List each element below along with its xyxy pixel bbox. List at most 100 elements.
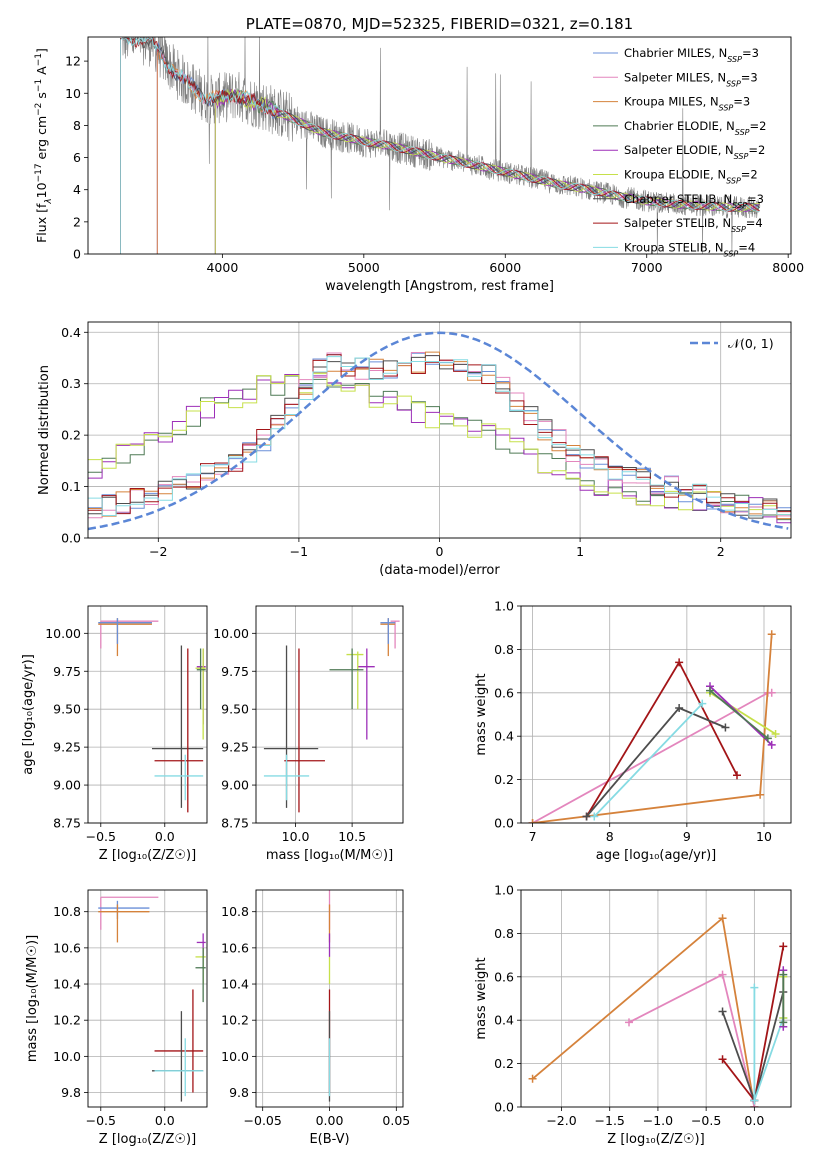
weight-marker <box>779 942 788 951</box>
y-tick-label: 0.3 <box>61 376 81 391</box>
weight-marker <box>779 1018 788 1027</box>
x-axis-label: Z [log₁₀(Z/Z☉)] <box>99 1132 196 1147</box>
weight-marker <box>590 812 599 821</box>
weight-marker <box>718 1055 727 1064</box>
axes-frame <box>255 889 404 1108</box>
x-tick-label: −1.0 <box>643 1113 673 1128</box>
axes-frame <box>87 321 792 539</box>
x-axis-label: (data-model)/error <box>379 563 500 578</box>
legend-sub: SSP <box>724 249 739 258</box>
plot-area-weight-vs-Z <box>528 914 788 1107</box>
legend-sub: SSP <box>732 200 747 209</box>
weight-marker <box>721 723 730 732</box>
legend-suffix: =4 <box>746 216 763 230</box>
plot-area-spectrum <box>120 37 761 254</box>
y-tick-label: 0.0 <box>494 816 514 831</box>
axes-frame <box>255 605 404 824</box>
legend-label: Salpeter MILES, N <box>624 70 726 84</box>
legend-suffix: =3 <box>733 95 750 109</box>
x-tick-label: 6000 <box>489 260 521 275</box>
legend-sub: SSP <box>726 176 741 185</box>
x-tick-label: 2 <box>717 544 725 559</box>
chart-age-vs-Z: −0.5 0.0 8.75 9.00 9.25 9.50 9.75 10.00 Z [log₁₀… <box>21 605 208 863</box>
y-axis-label: mass weight <box>474 957 489 1039</box>
weight-marker <box>750 1096 759 1105</box>
x-tick-label: 10 <box>756 829 772 844</box>
weight-marker <box>625 1018 633 1027</box>
chart-ebv: −0.05 0.00 0.05 9.8 10.0 10.2 10.4 10.6 10.8 E(B-… <box>221 889 410 1147</box>
residual-histogram <box>88 356 791 517</box>
x-axis-label: Z [log₁₀(Z/Z☉)] <box>99 848 196 863</box>
weight-marker <box>706 686 714 695</box>
weight-marker <box>767 630 776 639</box>
weight-marker <box>767 740 776 749</box>
y-tick-label: 10.6 <box>221 940 249 955</box>
chart-spectrum: 4000 5000 6000 7000 8000 0 2 4 6 8 10 12 wavelength … <box>34 15 804 294</box>
y-label-part: ] <box>34 48 49 53</box>
x-axis-label: wavelength [Angstrom, rest frame] <box>325 279 554 294</box>
y-tick-label: 9.75 <box>53 664 81 679</box>
y-tick-label: 0.0 <box>61 531 81 546</box>
weight-line <box>532 916 756 1107</box>
weight-marker <box>528 819 537 823</box>
legend-suffix: =3 <box>747 192 764 206</box>
legend-entry: Kroupa ELODIE, NSSP=2 <box>624 168 758 186</box>
legend-sub: SSP <box>726 79 741 88</box>
legend-suffix: =2 <box>750 119 767 133</box>
x-tick-label: −0.05 <box>244 1113 282 1128</box>
y-axis-label: mass [log₁₀(M/M☉)] <box>25 935 40 1062</box>
x-tick-label: 10.5 <box>338 829 366 844</box>
x-tick-label: 7 <box>529 829 537 844</box>
weight-line <box>585 660 738 817</box>
y-tick-label: 10.2 <box>53 1013 81 1028</box>
y-tick-label: 10.00 <box>213 626 249 641</box>
weight-line <box>532 634 773 823</box>
y-tick-label: 1.0 <box>494 883 514 898</box>
x-tick-label: −0.5 <box>86 829 116 844</box>
legend-sub: SSP <box>731 225 746 234</box>
legend-entry: Salpeter STELIB, NSSP=4 <box>624 216 763 234</box>
y-tick-label: 9.50 <box>53 702 81 717</box>
y-tick-label: 10.2 <box>221 1013 249 1028</box>
plot-area-residuals <box>88 331 791 531</box>
chart-age-vs-mass: 10.0 10.5 8.75 9.00 9.25 9.50 9.75 10.00 mass [l… <box>213 605 404 863</box>
y-tick-label: 0.2 <box>494 772 514 787</box>
y-label-part: −1 <box>34 79 44 92</box>
plot-area-age-vs-Z <box>98 618 206 813</box>
chart-mass-vs-Z: −0.5 0.0 9.8 10.0 10.2 10.4 10.6 10.8 Z [log₁₀(Z… <box>25 889 208 1147</box>
x-tick-label: −0.5 <box>86 1113 116 1128</box>
legend-sub: SSP <box>727 55 742 64</box>
x-tick-label: −0.5 <box>691 1113 721 1128</box>
x-axis-label: E(B-V) <box>309 1132 349 1147</box>
y-tick-label: 10 <box>65 86 81 101</box>
y-tick-label: 0.2 <box>494 1056 514 1071</box>
chart-residuals: −2 −1 0 1 2 0.0 0.1 0.2 0.3 0.4 (data-model)/error… <box>37 321 792 578</box>
legend-label: 𝒩(0, 1) <box>728 336 774 351</box>
plot-area-weight-vs-age <box>528 630 780 823</box>
legend-suffix: =2 <box>741 168 758 182</box>
y-tick-label: 0.2 <box>61 428 81 443</box>
y-tick-label: 0.6 <box>494 685 514 700</box>
axes-frame <box>520 889 792 1108</box>
model-spectrum <box>214 88 760 254</box>
legend-suffix: =2 <box>748 143 765 157</box>
y-label-part: Flux [f <box>34 203 49 243</box>
y-tick-label: 0.8 <box>494 642 514 657</box>
x-tick-label: 1 <box>576 544 584 559</box>
y-tick-label: 10.0 <box>53 1049 81 1064</box>
x-tick-label: −1 <box>290 544 308 559</box>
weight-marker <box>779 970 788 979</box>
y-tick-label: 9.00 <box>221 778 249 793</box>
y-label-part: −2 <box>34 103 44 116</box>
y-label-part: A <box>34 66 49 79</box>
y-tick-label: 9.00 <box>53 778 81 793</box>
y-tick-label: 9.75 <box>221 664 249 679</box>
y-tick-label: 10.4 <box>221 977 249 992</box>
weight-line <box>585 706 726 818</box>
y-label-part: erg cm <box>34 116 49 164</box>
weight-marker <box>718 1007 727 1016</box>
weight-marker <box>750 983 759 992</box>
chart-weight-vs-Z: −2.0 −1.5 −1.0 −0.5 0.0 0.0 0.2 0.4 0.6 0.8 1.0 Z [… <box>474 883 792 1147</box>
x-tick-label: 0.0 <box>155 1113 175 1128</box>
